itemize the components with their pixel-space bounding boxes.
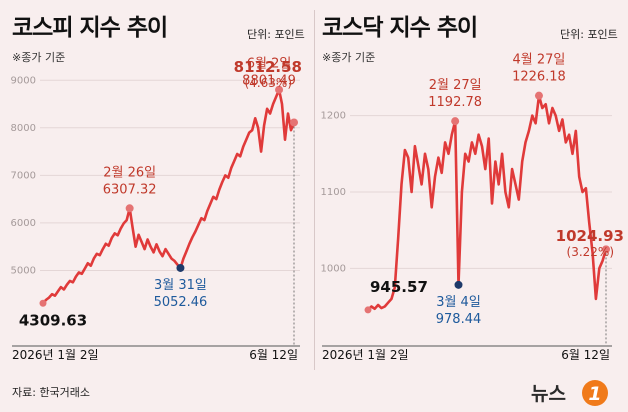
annotation-date: 2월 27일 <box>429 78 482 93</box>
annotation-point <box>534 91 543 100</box>
end-point <box>602 245 610 254</box>
start-value-label: 945.57 <box>370 278 428 296</box>
news1-logo: 뉴스 1 <box>525 378 625 408</box>
annotation-value: 1226.18 <box>512 70 566 85</box>
start-point <box>39 299 47 307</box>
start-value-label: 4309.63 <box>19 311 87 329</box>
logo-mark: 1 <box>588 383 601 405</box>
start-point <box>364 306 372 314</box>
annotation-point <box>275 85 284 94</box>
series-line <box>42 88 296 305</box>
annotation-point <box>451 117 460 126</box>
source-note: 자료: 한국거래소 <box>12 386 91 399</box>
y-tick-label: 1000 <box>321 263 346 274</box>
end-change-label: (4.63%) <box>245 76 292 90</box>
end-point <box>290 118 298 127</box>
y-tick-label: 7000 <box>11 170 36 181</box>
x-start-label: 2026년 1월 2일 <box>12 348 99 362</box>
x-end-label: 6월 12일 <box>249 348 298 362</box>
kospi-subtitle: ※종가 기준 <box>12 51 66 64</box>
kospi-title: 코스피 지수 추이 <box>12 15 168 41</box>
annotation-date: 4월 27일 <box>513 53 566 68</box>
end-value-label: 8112.58 <box>234 58 302 76</box>
kospi-unit: 단위: 포인트 <box>247 28 305 41</box>
x-end-label: 6월 12일 <box>561 348 610 362</box>
end-value-label: 1024.93 <box>556 227 624 245</box>
panel-divider <box>314 10 315 370</box>
y-tick-label: 6000 <box>11 218 36 229</box>
y-tick-label: 8000 <box>11 123 36 134</box>
annotation-date: 2월 26일 <box>103 165 156 180</box>
y-tick-label: 1100 <box>321 187 346 198</box>
annotation-date: 3월 4일 <box>436 295 481 310</box>
series-line <box>367 94 608 311</box>
kosdaq-subtitle: ※종가 기준 <box>322 51 376 64</box>
annotation-point <box>125 204 134 213</box>
annotation-value: 978.44 <box>436 312 482 327</box>
y-tick-label: 9000 <box>11 75 36 86</box>
annotation-date: 3월 31일 <box>154 278 207 293</box>
annotation-value: 6307.32 <box>103 182 157 197</box>
kosdaq-title: 코스닥 지수 추이 <box>322 15 478 41</box>
annotation-value: 5052.46 <box>154 295 208 310</box>
annotation-value: 8801.49 <box>242 74 296 89</box>
kosdaq-unit: 단위: 포인트 <box>560 28 618 41</box>
annotation-point <box>454 280 463 289</box>
logo-text: 뉴스 <box>531 383 566 405</box>
annotation-value: 1192.78 <box>428 95 482 110</box>
x-start-label: 2026년 1월 2일 <box>322 348 409 362</box>
end-change-label: (3.22%) <box>567 245 614 259</box>
annotation-point <box>176 263 185 272</box>
y-tick-label: 1200 <box>321 111 346 122</box>
y-tick-label: 5000 <box>11 265 36 276</box>
annotation-date: 6월 2일 <box>247 57 292 72</box>
